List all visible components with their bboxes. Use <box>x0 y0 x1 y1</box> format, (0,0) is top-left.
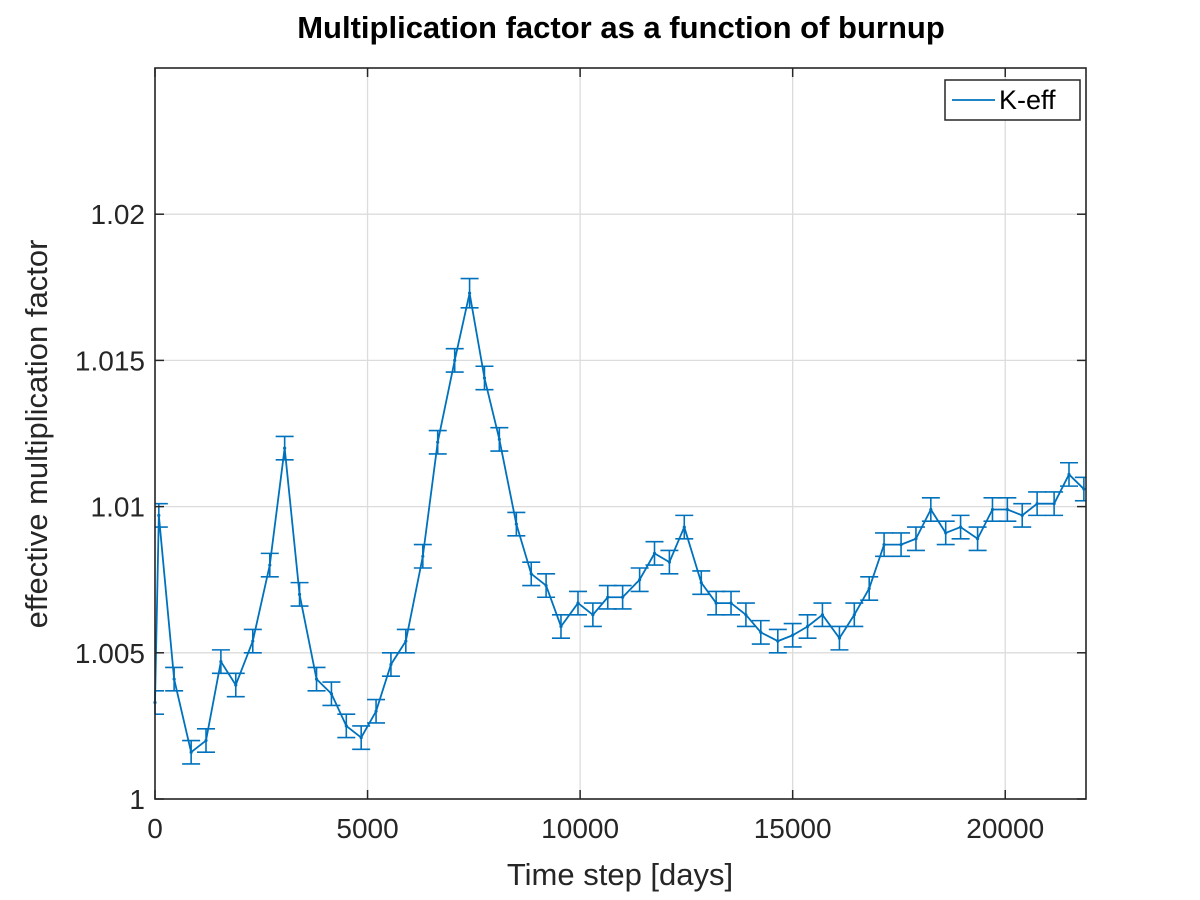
x-tick-label: 15000 <box>754 813 832 844</box>
data-point <box>591 613 595 617</box>
data-point <box>682 525 686 529</box>
data-point <box>1035 502 1039 506</box>
x-tick-label: 0 <box>147 813 163 844</box>
y-axis-label: effective multiplication factor <box>19 240 54 629</box>
data-point <box>189 750 193 754</box>
data-point <box>867 586 871 591</box>
data-point <box>958 525 963 529</box>
data-point <box>729 601 733 605</box>
legend-series-label: K-eff <box>999 85 1056 115</box>
data-point <box>990 507 995 512</box>
y-tick-label: 1.02 <box>91 199 146 230</box>
data-point <box>791 633 795 637</box>
data-point <box>514 522 518 526</box>
data-point <box>852 613 856 617</box>
data-point <box>699 581 703 585</box>
x-tick-label: 10000 <box>541 813 619 844</box>
data-point <box>944 531 948 535</box>
legend: K-eff <box>944 79 1081 121</box>
series-layer <box>153 277 1086 765</box>
data-point <box>204 738 208 743</box>
data-point <box>559 624 563 629</box>
x-tick-label: 5000 <box>336 813 398 844</box>
data-point <box>497 437 501 441</box>
data-point <box>652 551 657 555</box>
chart-title: Multiplication factor as a function of b… <box>297 10 945 45</box>
data-point <box>314 677 319 681</box>
data-point <box>759 630 763 634</box>
data-point <box>1052 502 1056 506</box>
axis-ticks: 0 5000 10000 15000 20000 1 1.005 1.01 1.015 1.02 <box>75 68 1086 844</box>
data-point <box>975 537 980 541</box>
data-point <box>544 583 548 588</box>
data-point <box>805 624 810 629</box>
data-point <box>436 440 440 444</box>
data-point <box>157 513 161 517</box>
data-point <box>374 709 378 713</box>
data-point <box>529 572 533 576</box>
y-tick-label: 1.005 <box>75 638 145 669</box>
data-point <box>482 376 487 380</box>
data-point <box>820 613 825 617</box>
data-point <box>744 613 748 617</box>
data-point <box>297 592 302 596</box>
data-point <box>638 578 642 582</box>
data-point <box>421 554 425 558</box>
data-point <box>389 662 393 667</box>
data-point <box>606 595 610 599</box>
data-point <box>899 543 903 547</box>
data-point <box>219 659 223 664</box>
data-point <box>621 595 625 599</box>
y-tick-label: 1.015 <box>75 345 145 376</box>
data-point <box>776 639 780 643</box>
data-point <box>667 560 671 564</box>
data-point <box>283 446 287 450</box>
data-point <box>914 537 918 541</box>
data-point <box>714 601 718 605</box>
data-point <box>1020 513 1024 517</box>
data-point <box>329 692 334 696</box>
keff-series-line <box>154 292 1085 754</box>
data-point <box>929 507 933 512</box>
data-point <box>1082 487 1086 491</box>
axes-box <box>154 67 1087 800</box>
y-tick-label: 1 <box>129 784 145 815</box>
data-point <box>359 735 363 740</box>
data-point <box>837 636 842 640</box>
data-point <box>882 543 886 547</box>
data-point <box>404 639 408 643</box>
y-tick-label: 1.01 <box>91 492 146 523</box>
data-point <box>344 724 348 728</box>
data-point <box>172 677 176 681</box>
data-point <box>1067 472 1071 477</box>
x-tick-label: 20000 <box>966 813 1044 844</box>
data-point <box>234 683 238 687</box>
data-point <box>453 358 457 362</box>
data-point <box>251 639 255 643</box>
plot-area <box>155 68 1086 799</box>
data-point <box>467 291 472 295</box>
data-point <box>268 563 272 567</box>
data-point <box>576 601 580 605</box>
x-axis-label: Time step [days] <box>507 857 733 892</box>
data-point <box>1005 507 1009 512</box>
